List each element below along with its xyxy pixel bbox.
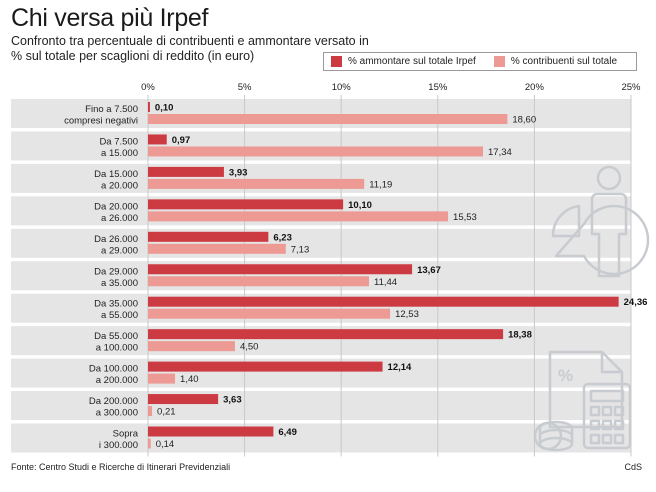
legend-label-ammontare: % ammontare sul totale Irpef xyxy=(348,56,476,67)
category-label: a 35.000 xyxy=(101,278,138,289)
legend-item-contribuenti: % contribuenti sul totale xyxy=(493,56,618,67)
bar-ammontare xyxy=(148,329,504,340)
bar-ammontare xyxy=(148,361,383,372)
category-label: Da 20.000 xyxy=(94,201,138,212)
category-label: i 300.000 xyxy=(99,440,138,451)
x-tick-label: 20% xyxy=(525,82,545,93)
category-label: Da 7.500 xyxy=(99,136,138,147)
value-label-ammontare: 12,14 xyxy=(388,362,412,373)
bar-ammontare xyxy=(148,166,224,177)
category-label: a 20.000 xyxy=(101,180,138,191)
bar-ammontare xyxy=(148,134,167,145)
source-note: Fonte: Centro Studi e Ricerche di Itiner… xyxy=(11,462,231,472)
category-label: a 55.000 xyxy=(101,310,138,321)
value-label-ammontare: 6,23 xyxy=(273,232,292,243)
bar-contribuenti xyxy=(148,211,449,222)
legend-label-contribuenti: % contribuenti sul totale xyxy=(510,56,618,67)
value-label-contribuenti: 4,50 xyxy=(240,342,259,353)
bar-contribuenti xyxy=(148,373,176,384)
bar-contribuenti xyxy=(148,146,484,157)
value-label-ammontare: 24,36 xyxy=(624,297,648,308)
category-label: Da 100.000 xyxy=(89,364,138,375)
value-label-contribuenti: 15,53 xyxy=(453,212,477,223)
chart-title: Chi versa più Irpef xyxy=(11,4,209,32)
chart-subtitle: Confronto tra percentuale di contribuent… xyxy=(11,34,369,63)
bar-ammontare xyxy=(148,264,413,275)
bar-ammontare xyxy=(148,296,619,307)
value-label-contribuenti: 12,53 xyxy=(395,309,419,320)
category-label: Da 29.000 xyxy=(94,266,138,277)
x-tick-label: 15% xyxy=(428,82,448,93)
value-label-ammontare: 0,97 xyxy=(172,135,191,146)
bar-contribuenti xyxy=(148,114,508,124)
credit-label: CdS xyxy=(624,462,642,472)
category-label: Da 26.000 xyxy=(94,234,138,245)
row-band xyxy=(11,391,631,421)
category-label: a 300.000 xyxy=(96,408,138,419)
value-label-contribuenti: 0,14 xyxy=(156,439,175,450)
category-label: Da 200.000 xyxy=(89,396,138,407)
legend-item-ammontare: % ammontare sul totale Irpef xyxy=(331,56,476,67)
value-label-contribuenti: 7,13 xyxy=(291,244,310,255)
category-label: Da 15.000 xyxy=(94,169,138,180)
value-label-contribuenti: 1,40 xyxy=(180,374,199,385)
value-label-ammontare: 3,93 xyxy=(229,167,248,178)
bar-contribuenti xyxy=(148,276,370,287)
value-label-contribuenti: 17,34 xyxy=(488,147,512,158)
value-labels: 0,10 18,60 0,97 17,34 3,93 11,19 10,10 15,53 6,2… xyxy=(155,103,647,451)
value-label-contribuenti: 0,21 xyxy=(157,407,176,418)
bar-ammontare xyxy=(148,394,219,405)
value-label-contribuenti: 11,19 xyxy=(369,179,392,190)
bar-ammontare xyxy=(148,102,150,112)
row-band xyxy=(11,228,631,258)
x-axis-tick-labels: 0% 5% 10% 15% 20% 25% xyxy=(141,82,641,93)
category-label: a 100.000 xyxy=(96,343,138,354)
value-label-ammontare: 13,67 xyxy=(417,265,441,276)
category-label: Da 35.000 xyxy=(94,299,138,310)
bar-contribuenti xyxy=(148,438,151,449)
bar-contribuenti xyxy=(148,243,286,254)
category-label: a 200.000 xyxy=(96,375,138,386)
bar-contribuenti xyxy=(148,178,365,189)
bar-contribuenti xyxy=(148,308,391,319)
calculator-coins-icon: % xyxy=(533,350,632,452)
bar-ammontare xyxy=(148,199,344,210)
bar-contribuenti xyxy=(148,406,153,417)
person-pie-icon xyxy=(551,165,650,278)
chart-legend: % ammontare sul totale Irpef % contribue… xyxy=(323,52,637,71)
bars xyxy=(148,102,619,449)
category-label: Sopra xyxy=(113,429,139,440)
value-label-ammontare: 0,10 xyxy=(155,103,174,114)
value-label-ammontare: 18,38 xyxy=(508,330,532,341)
category-label: a 15.000 xyxy=(101,148,138,159)
category-label: Da 55.000 xyxy=(94,331,138,342)
value-label-ammontare: 3,63 xyxy=(223,395,242,406)
row-band xyxy=(11,423,631,453)
x-tick-label: 5% xyxy=(238,82,252,93)
svg-text:%: % xyxy=(558,366,573,385)
bar-ammontare xyxy=(148,426,274,437)
category-label: Fino a 7.500 xyxy=(85,104,138,115)
bar-contribuenti xyxy=(148,341,235,352)
category-label: a 26.000 xyxy=(101,213,138,224)
value-label-contribuenti: 18,60 xyxy=(512,115,536,126)
value-label-contribuenti: 11,44 xyxy=(374,277,397,288)
value-label-ammontare: 6,49 xyxy=(278,427,297,438)
category-label: compresi negativi xyxy=(64,116,138,127)
x-tick-label: 25% xyxy=(621,82,641,93)
x-tick-label: 0% xyxy=(141,82,155,93)
category-label: a 29.000 xyxy=(101,245,138,256)
x-tick-label: 10% xyxy=(332,82,352,93)
decorative-icons: % xyxy=(533,165,650,452)
bar-ammontare xyxy=(148,231,269,242)
legend-swatch-contribuenti xyxy=(493,56,505,67)
value-label-ammontare: 10,10 xyxy=(348,200,372,211)
legend-swatch-ammontare xyxy=(331,56,342,67)
